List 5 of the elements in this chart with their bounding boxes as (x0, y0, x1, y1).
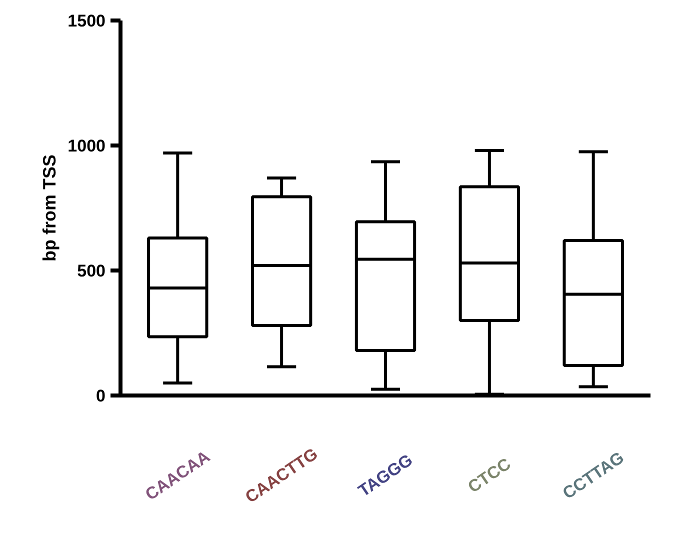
y-tick-label: 1000 (68, 136, 106, 156)
y-tick-label: 1500 (68, 12, 106, 30)
y-tick-label: 500 (77, 262, 106, 280)
y-axis-title: bp from TSS (40, 154, 60, 262)
y-tick-label: 0 (96, 386, 106, 406)
